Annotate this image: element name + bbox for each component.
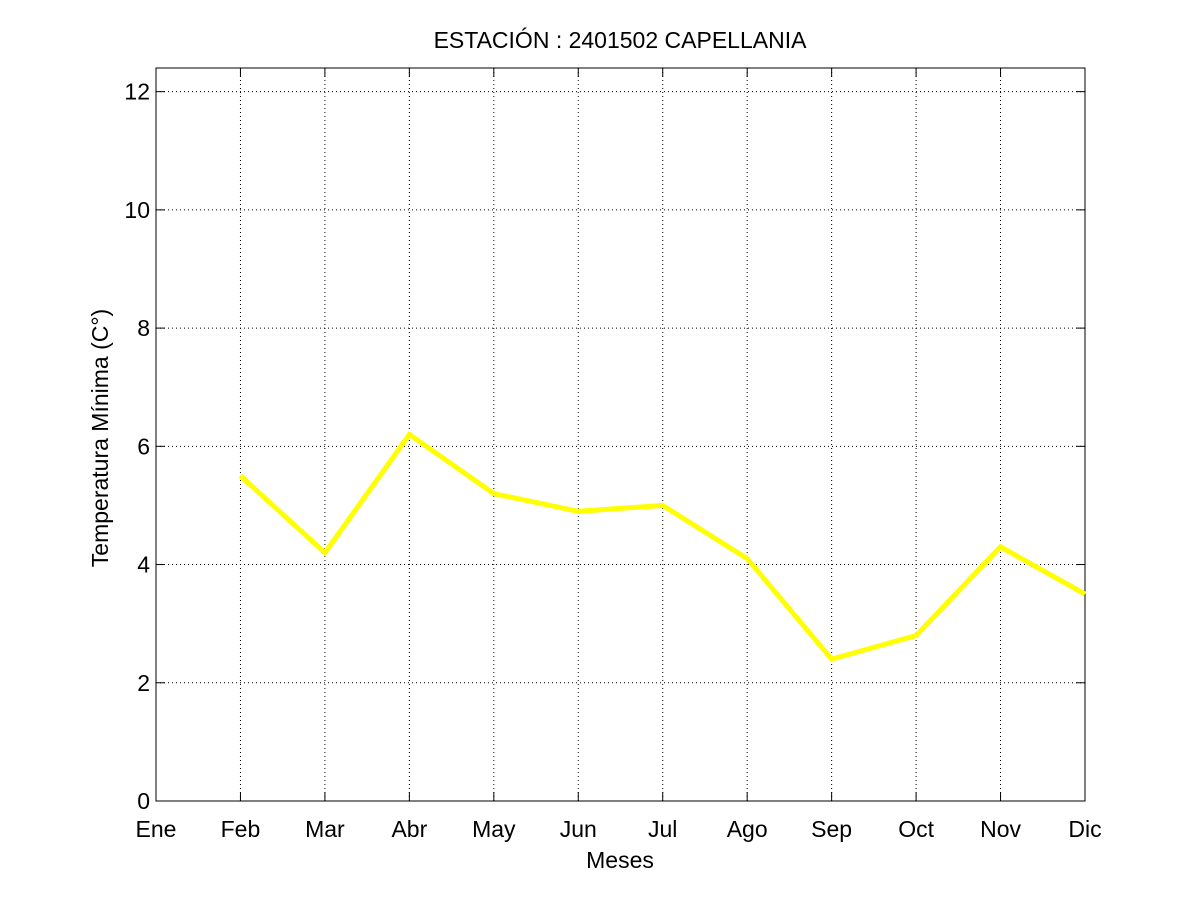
x-tick-label: Mar: [305, 816, 345, 842]
x-tick-label: Dic: [1068, 816, 1101, 842]
grid-lines: [156, 68, 1085, 801]
x-tick-label: Ene: [136, 816, 177, 842]
y-axis-title: Temperatura Mínima (C°): [87, 309, 113, 567]
series-layer: [238, 431, 1087, 662]
plot-area-frame: [155, 67, 1086, 802]
x-tick-label: Jun: [560, 816, 597, 842]
series-line: [238, 431, 1087, 662]
x-tick-label: Jul: [648, 816, 677, 842]
x-tick-label: Abr: [391, 816, 427, 842]
y-tick-label: 8: [137, 315, 150, 341]
x-tick-label: Feb: [221, 816, 261, 842]
x-tick-label: Ago: [727, 816, 768, 842]
axis-ticks: [155, 68, 1086, 802]
y-tick-label: 6: [137, 433, 150, 459]
y-tick-label: 12: [124, 79, 150, 105]
x-tick-labels: Ene Feb Mar Abr May Jun Jul Ago Sep Oct Nov Dic: [136, 816, 1102, 842]
y-tick-label: 2: [137, 670, 150, 696]
y-tick-label: 4: [137, 552, 150, 578]
y-tick-labels: 0 2 4 6 8 10 12: [124, 79, 150, 814]
chart-title: ESTACIÓN : 2401502 CAPELLANIA: [434, 27, 808, 53]
x-tick-label: Nov: [980, 816, 1021, 842]
x-tick-label: May: [472, 816, 516, 842]
x-axis-title: Meses: [586, 847, 654, 873]
x-tick-label: Sep: [811, 816, 852, 842]
y-tick-label: 0: [137, 788, 150, 814]
x-tick-label: Oct: [898, 816, 934, 842]
y-tick-label: 10: [124, 197, 150, 223]
